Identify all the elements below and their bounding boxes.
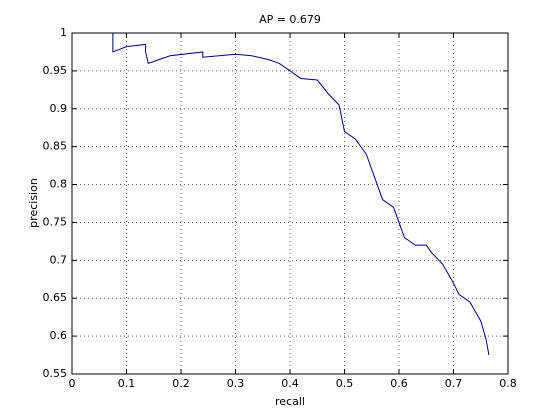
- y-tick-label: 0.75: [43, 215, 68, 228]
- plot-frame: [71, 32, 509, 375]
- y-tick-label: 0.9: [50, 102, 68, 115]
- y-tick-label: 0.85: [43, 140, 68, 153]
- x-tick-label: 0.8: [499, 377, 517, 390]
- x-tick-label: 0.1: [118, 377, 136, 390]
- y-axis-label: precision: [27, 178, 40, 228]
- x-tick-label: 0.5: [336, 377, 354, 390]
- y-tick-label: 0.6: [50, 329, 68, 342]
- y-tick-label: 0.95: [43, 64, 68, 77]
- x-tick-label: 0: [69, 377, 76, 390]
- pr-curve: [112, 33, 490, 356]
- x-tick-label: 0.4: [281, 377, 299, 390]
- x-tick-label: 0.7: [445, 377, 463, 390]
- y-tick-label: 1: [60, 26, 67, 39]
- chart-title: AP = 0.679: [259, 13, 321, 26]
- y-tick-label: 0.65: [43, 291, 68, 304]
- x-tick-label: 0.6: [390, 377, 408, 390]
- x-tick-label: 0.3: [227, 377, 245, 390]
- y-tick-label: 0.55: [43, 367, 68, 380]
- x-tick-label: 0.2: [172, 377, 190, 390]
- y-tick-label: 0.8: [50, 178, 68, 191]
- y-tick-label: 0.7: [50, 253, 68, 266]
- x-axis-label: recall: [275, 395, 305, 408]
